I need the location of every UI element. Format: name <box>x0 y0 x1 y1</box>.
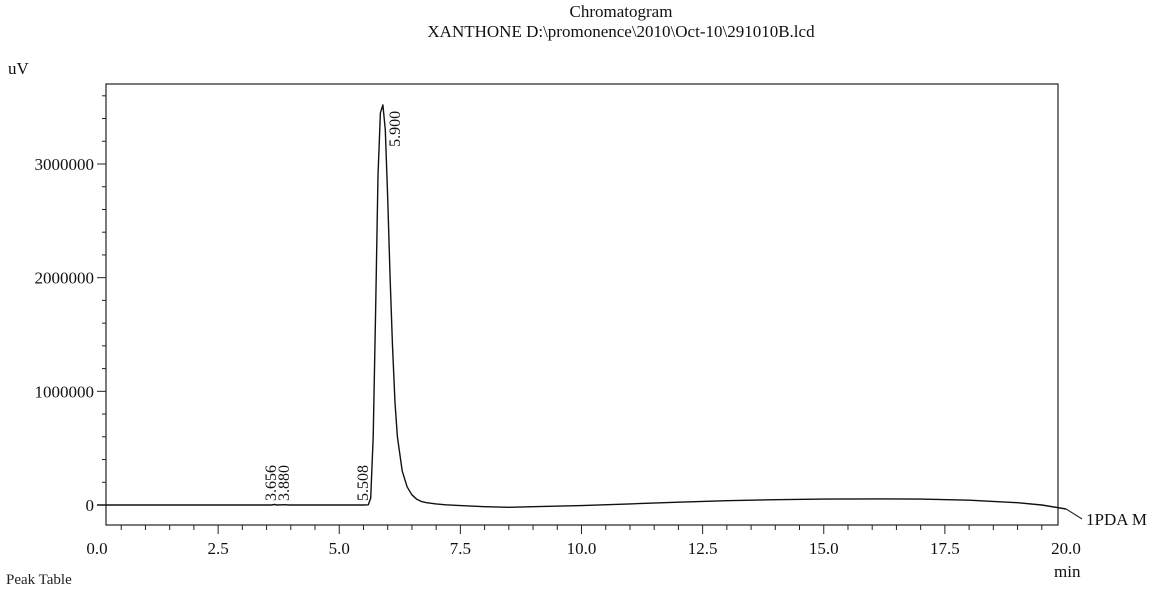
y-axis-label: uV <box>8 59 30 78</box>
peak-label: 5.900 <box>387 111 404 147</box>
chromatogram-trace <box>97 104 1067 510</box>
chart-title: Chromatogram <box>569 2 673 21</box>
x-tick-label: 2.5 <box>208 539 229 558</box>
y-tick-label: 3000000 <box>35 155 95 174</box>
series-label: 1PDA M <box>1086 510 1147 529</box>
x-tick-label: 17.5 <box>930 539 960 558</box>
x-tick-label: 5.0 <box>329 539 350 558</box>
x-tick-label: 7.5 <box>450 539 471 558</box>
x-tick-label: 10.0 <box>567 539 597 558</box>
series-label-leader <box>1065 508 1083 520</box>
x-tick-label: 15.0 <box>809 539 839 558</box>
x-tick-label: 12.5 <box>688 539 718 558</box>
peak-table-heading: Peak Table <box>6 572 72 588</box>
x-tick-label: 0.0 <box>86 539 107 558</box>
y-tick-label: 1000000 <box>35 382 95 401</box>
plot-frame <box>105 83 1059 526</box>
y-tick-label: 2000000 <box>35 269 95 288</box>
x-tick-label: 20.0 <box>1051 539 1081 558</box>
peak-label: 3.656 <box>263 465 280 501</box>
x-axis-label: min <box>1054 562 1081 581</box>
peak-label: 5.508 <box>355 465 372 501</box>
peak-label: 3.880 <box>276 465 293 501</box>
chart-subtitle: XANTHONE D:\promonence\2010\Oct-10\29101… <box>427 22 815 41</box>
y-tick-label: 0 <box>86 496 95 515</box>
